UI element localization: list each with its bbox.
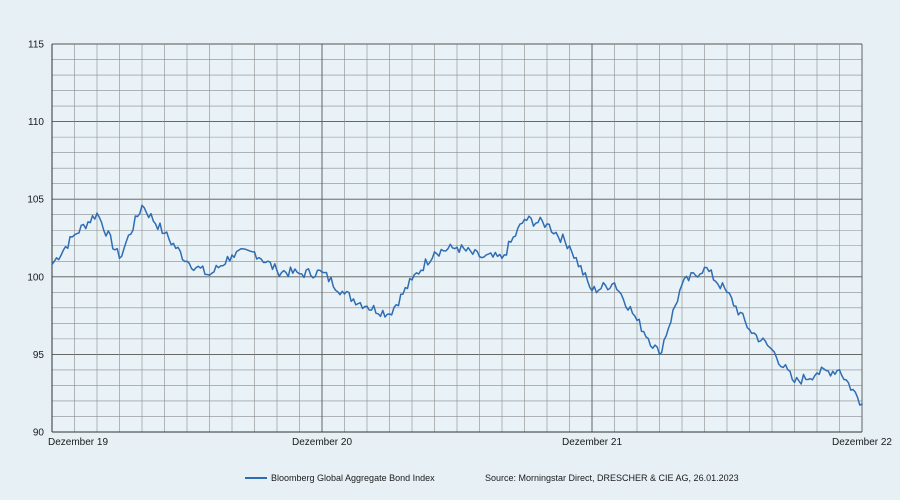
data-point	[523, 218, 526, 221]
data-point	[636, 319, 638, 322]
data-point	[456, 246, 458, 249]
axes	[51, 44, 862, 433]
y-tick-label: 90	[33, 428, 45, 439]
x-tick-label: Dezember 20	[292, 437, 352, 448]
data-point	[816, 372, 818, 374]
y-tick-label: 115	[28, 40, 44, 51]
series-layer	[51, 204, 863, 406]
data-point	[838, 369, 841, 371]
data-point	[771, 348, 773, 351]
x-tick-label: Dezember 19	[48, 437, 108, 448]
source-note: Source: Morningstar Direct, DRESCHER & C…	[485, 473, 739, 483]
data-point	[748, 328, 751, 331]
y-tick-label: 100	[27, 272, 44, 283]
data-point	[433, 251, 436, 253]
data-point	[366, 305, 368, 308]
y-tick-label: 110	[28, 117, 44, 128]
data-point	[96, 212, 98, 214]
data-point	[141, 204, 143, 207]
data-point	[118, 257, 121, 259]
data-point	[613, 282, 616, 284]
data-point	[321, 271, 323, 273]
data-point	[793, 381, 796, 384]
data-point	[186, 260, 188, 263]
y-tick-label: 95	[33, 350, 45, 361]
data-point	[861, 403, 863, 405]
data-point	[163, 232, 166, 235]
data-point	[501, 257, 503, 259]
data-point	[343, 293, 346, 295]
data-point	[276, 269, 278, 272]
data-point	[681, 283, 683, 286]
x-tick-label: Dezember 21	[562, 437, 622, 448]
y-tick-label: 105	[27, 195, 44, 206]
data-point	[411, 279, 413, 281]
data-point	[388, 313, 391, 315]
data-point	[546, 223, 548, 225]
y-tick-labels: 90 95 100 105 110 115	[27, 40, 44, 439]
x-tick-label: Dezember 22	[832, 437, 892, 448]
legend: Bloomberg Global Aggregate Bond Index	[245, 473, 435, 483]
data-point	[726, 291, 728, 294]
data-point	[568, 244, 571, 247]
data-point	[208, 274, 211, 277]
data-point	[231, 254, 233, 256]
data-point	[51, 263, 53, 266]
legend-swatch	[245, 477, 267, 479]
data-point	[658, 353, 661, 356]
data-point	[703, 266, 706, 269]
data-point	[478, 255, 481, 258]
data-point	[73, 234, 76, 236]
data-point	[298, 272, 301, 275]
legend-label: Bloomberg Global Aggregate Bond Index	[271, 473, 435, 483]
data-point	[591, 289, 593, 292]
x-tick-labels: Dezember 19 Dezember 20 Dezember 21 Dezembe…	[48, 437, 892, 448]
grid-lines	[51, 43, 863, 433]
data-point	[253, 251, 256, 253]
